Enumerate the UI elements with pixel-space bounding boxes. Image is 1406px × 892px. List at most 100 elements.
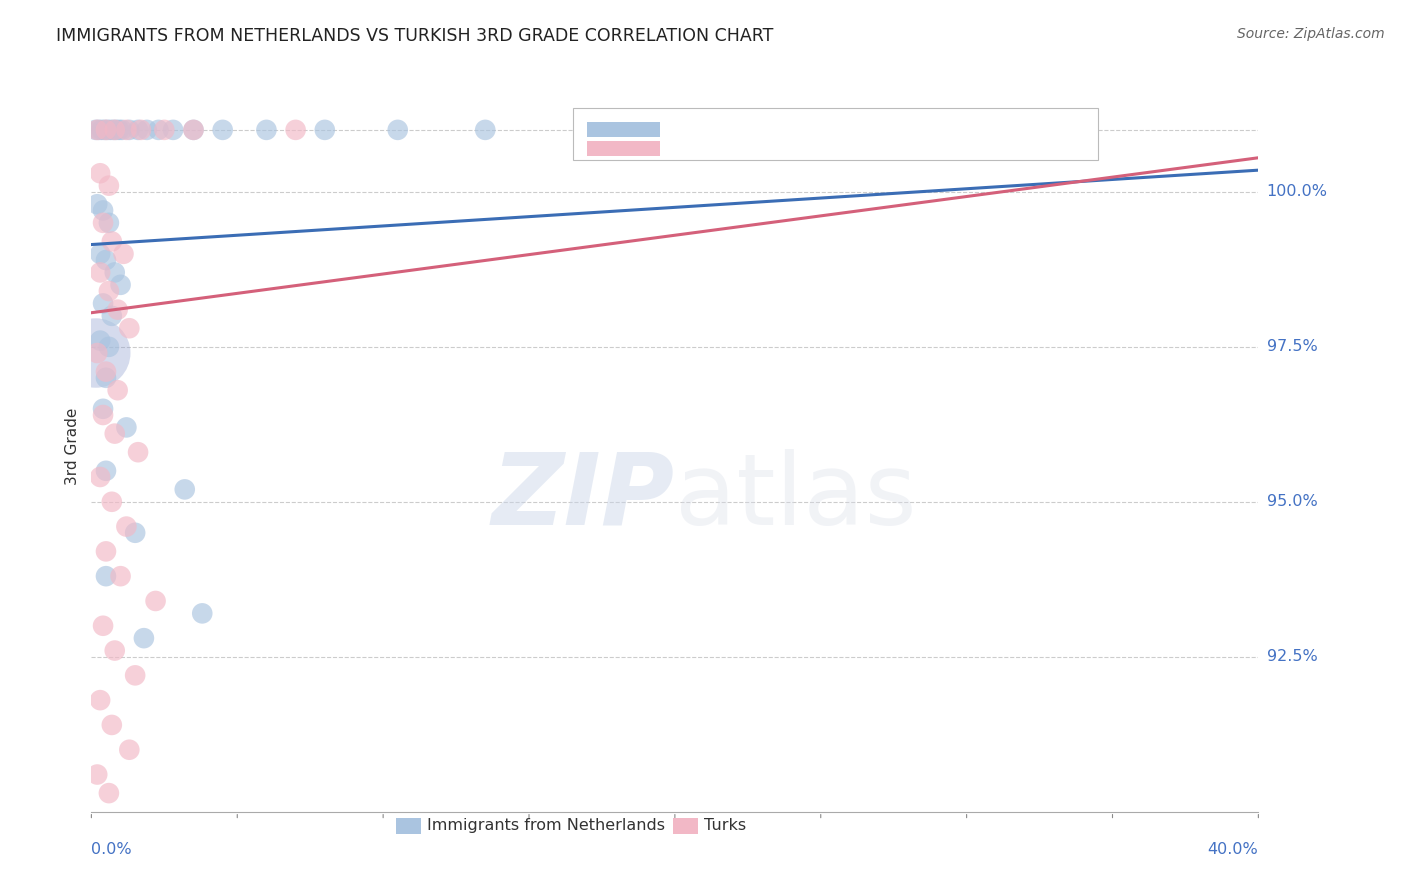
Point [89,470,111,484]
Text: 92.5%: 92.5% [1267,649,1317,665]
Point [284,123,307,137]
Point [173,483,195,497]
Text: 0.0%: 0.0% [91,842,132,857]
Point [183,123,205,137]
Point [183,123,205,137]
Point [115,123,138,137]
Bar [396,818,422,834]
Point [107,383,129,397]
Point [751,123,773,137]
Point [118,743,141,757]
Point [94,253,117,268]
Point [314,123,336,137]
Point [84,123,107,137]
Point [91,401,114,416]
Point [148,123,170,137]
Point [91,203,114,218]
Point [89,265,111,279]
Point [101,235,124,249]
Point [94,464,117,478]
Point [118,123,141,137]
Point [97,284,120,298]
Point [127,123,149,137]
Point [115,519,138,533]
Point [94,371,117,385]
Point [87,123,110,137]
Point [124,525,146,540]
Point [103,123,125,137]
Point [107,302,129,317]
Point [97,786,120,800]
Point [191,607,214,621]
Text: atlas: atlas [675,449,917,546]
Point [118,321,141,335]
Point [104,643,127,657]
Text: Turks: Turks [704,819,747,833]
Point [110,569,132,583]
Point [104,265,127,279]
Text: Source: ZipAtlas.com: Source: ZipAtlas.com [1237,27,1385,41]
Point [256,123,278,137]
Point [94,123,117,137]
Point [104,123,127,137]
Point [104,426,127,441]
Point [108,123,131,137]
Point [115,420,138,434]
Text: 95.0%: 95.0% [1267,494,1317,509]
Point [94,569,117,583]
Point [94,544,117,558]
Point [89,693,111,707]
Point [91,408,114,422]
Point [132,631,155,645]
Point [105,123,128,137]
Point [474,123,496,137]
Text: 97.5%: 97.5% [1267,339,1317,354]
Point [91,619,114,633]
Point [86,767,108,781]
Point [145,594,167,608]
Text: R = 0.377    N = 50: R = 0.377 N = 50 [681,121,865,139]
Bar [588,122,661,137]
Bar [572,108,1098,160]
Point [93,123,115,137]
Point [162,123,184,137]
Point [606,123,628,137]
Y-axis label: 3rd Grade: 3rd Grade [65,408,80,484]
Text: IMMIGRANTS FROM NETHERLANDS VS TURKISH 3RD GRADE CORRELATION CHART: IMMIGRANTS FROM NETHERLANDS VS TURKISH 3… [56,27,773,45]
Point [153,123,176,137]
Point [89,334,111,348]
Text: 100.0%: 100.0% [1267,185,1327,199]
Text: Immigrants from Netherlands: Immigrants from Netherlands [427,819,665,833]
Point [110,277,132,292]
Bar [588,141,661,156]
Point [97,178,120,193]
Bar [673,818,699,834]
Point [89,166,111,180]
Text: ZIP: ZIP [492,449,675,546]
Point [112,247,135,261]
Text: 40.0%: 40.0% [1208,842,1258,857]
Point [98,123,121,137]
Point [211,123,233,137]
Point [86,123,108,137]
Point [101,309,124,323]
Point [111,123,134,137]
Point [89,247,111,261]
Point [90,123,112,137]
Point [129,123,152,137]
Text: R = 0.515    N = 46: R = 0.515 N = 46 [681,139,865,158]
Point [96,123,118,137]
Point [91,296,114,310]
Point [86,197,108,211]
Point [387,123,409,137]
Point [101,495,124,509]
Point [135,123,157,137]
Point [127,445,149,459]
Point [94,365,117,379]
Point [86,346,108,360]
Point [97,340,120,354]
Point [84,346,107,360]
Point [97,216,120,230]
Point [91,216,114,230]
Point [124,668,146,682]
